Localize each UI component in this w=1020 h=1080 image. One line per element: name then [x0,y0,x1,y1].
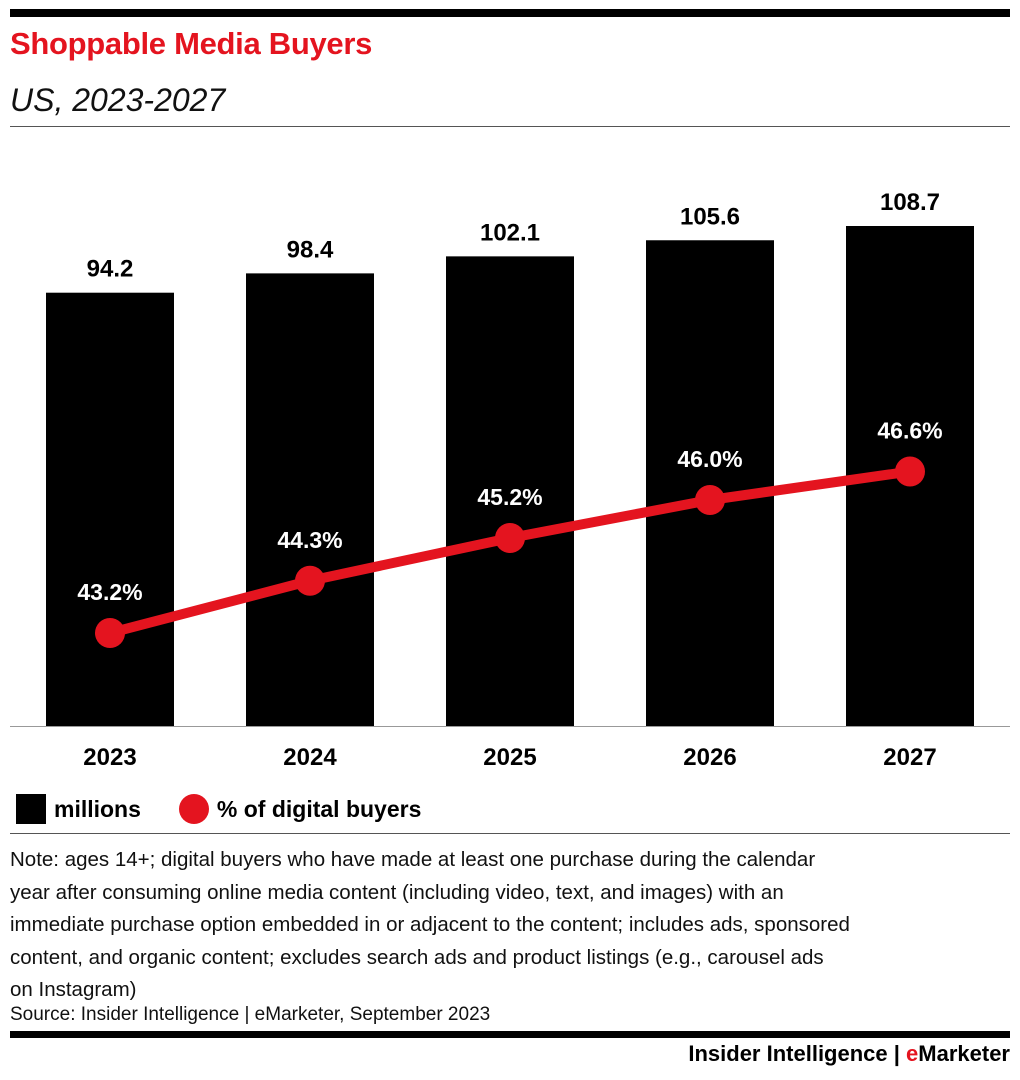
header-divider [10,126,1010,127]
bar-value-label: 98.4 [287,236,334,263]
chart-title: Shoppable Media Buyers [10,26,373,61]
note-divider [10,833,1010,834]
x-tick-label: 2023 [83,744,136,771]
legend-label-percent: % of digital buyers [216,795,422,822]
legend-item-percent: % of digital buyers [178,794,422,824]
percent-value-label: 46.0% [677,446,742,472]
bar-value-label: 108.7 [880,189,940,216]
note-line: immediate purchase option embedded in or… [10,913,850,936]
percent-point-2027 [895,456,925,487]
legend-swatch-line [178,794,209,824]
chart-subtitle: US, 2023-2027 [10,82,226,118]
legend-item-millions: millions [16,794,141,824]
bar-2025 [446,256,574,726]
chart-source: Source: Insider Intelligence | eMarketer… [10,1004,491,1025]
x-tick-label: 2027 [883,744,936,771]
percent-point-2023 [95,618,125,648]
percent-value-label: 43.2% [77,579,142,605]
note-line: on Instagram) [10,978,137,1001]
legend-swatch-bar [16,794,46,824]
chart-plot: 94.2 2023 98.4 2024 102.1 2025 105.6 2026 108.7 2… [10,189,1010,771]
brand-logo: Insider Intelligence | eMarketer [688,1041,1010,1067]
bar-value-label: 102.1 [480,219,540,246]
x-tick-label: 2024 [283,744,337,771]
bottom-rule [10,1031,1010,1038]
note-line: Note: ages 14+; digital buyers who have … [10,848,816,871]
percent-point-2025 [495,523,525,553]
x-tick-label: 2025 [483,744,536,771]
legend-label-millions: millions [54,795,141,822]
percent-value-label: 45.2% [477,484,542,510]
note-line: content, and organic content; excludes s… [10,945,824,969]
bar-2024 [246,273,374,726]
top-rule [10,9,1010,17]
bar-value-label: 94.2 [87,256,134,283]
x-tick-label: 2026 [683,744,736,771]
percent-value-label: 44.3% [277,527,342,553]
percent-value-label: 46.6% [877,418,942,444]
bar-value-label: 105.6 [680,203,740,230]
percent-point-2026 [695,485,725,515]
percent-point-2024 [295,565,325,596]
brand-part-2: Marketer [918,1041,1010,1066]
bar-2023 [46,292,174,726]
brand-accent: e [906,1041,919,1066]
note-line: year after consuming online media conten… [10,880,784,904]
chart-note: Note: ages 14+; digital buyers who have … [10,844,1000,1007]
brand-part-1: Insider Intelligence | [688,1041,907,1066]
legend: millions % of digital buyers [16,792,459,826]
bar-2026 [646,240,774,726]
